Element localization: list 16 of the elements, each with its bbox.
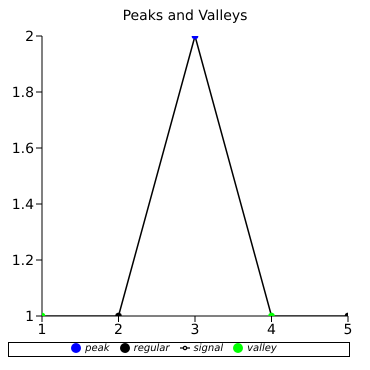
y-tick-label: 1.2 — [12, 252, 34, 269]
y-tick-label: 1.8 — [12, 84, 34, 101]
y-tick-label: 1.6 — [12, 140, 34, 157]
y-tick-label: 1 — [25, 308, 34, 325]
legend-label: signal — [194, 343, 224, 354]
legend-label: valley — [247, 343, 277, 354]
legend-label: peak — [85, 343, 110, 354]
x-tick-label: 1 — [38, 322, 46, 338]
y-tick-label: 1.4 — [12, 196, 34, 213]
x-tick-label: 5 — [344, 322, 352, 338]
legend-label: regular — [134, 343, 170, 354]
x-tick-label: 4 — [267, 322, 276, 338]
chart-title: Peaks and Valleys — [122, 8, 248, 26]
x-tick-label: 2 — [114, 322, 123, 338]
y-tick-label: 2 — [25, 28, 34, 45]
x-tick-label: 3 — [190, 322, 200, 338]
